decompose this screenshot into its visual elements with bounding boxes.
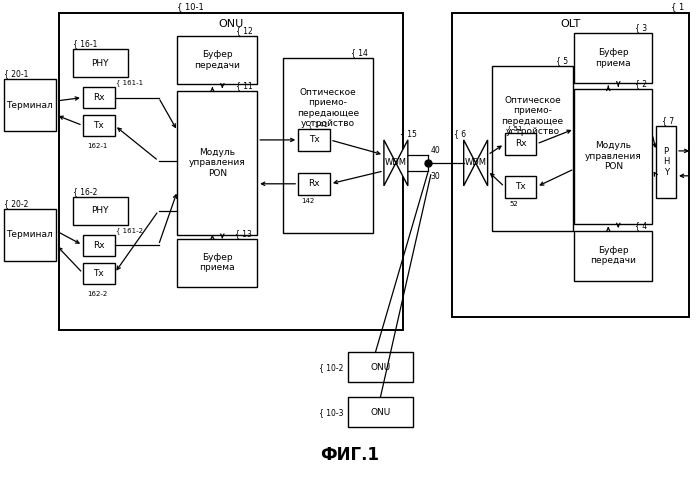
Text: Оптическое
приемо-
передающее
устройство: Оптическое приемо- передающее устройство — [501, 96, 563, 136]
Bar — [491, 66, 573, 231]
Text: Терминал: Терминал — [6, 230, 53, 239]
Text: 30: 30 — [431, 172, 440, 181]
Text: 52: 52 — [510, 201, 519, 207]
Text: { 16-1: { 16-1 — [73, 39, 97, 48]
Text: Rx: Rx — [308, 179, 320, 188]
Text: { 11: { 11 — [236, 81, 252, 90]
Text: Rx: Rx — [514, 140, 526, 148]
Bar — [452, 13, 689, 317]
Bar — [298, 129, 330, 151]
Text: Rx: Rx — [93, 240, 104, 250]
Text: Буфер
приема: Буфер приема — [596, 48, 631, 68]
Text: Tx: Tx — [93, 121, 104, 130]
Polygon shape — [463, 140, 475, 186]
Text: { 10-1: { 10-1 — [177, 2, 204, 11]
Text: P
H
Y: P H Y — [663, 147, 670, 177]
Bar — [4, 209, 56, 261]
Bar — [505, 133, 537, 155]
Text: { 20-1: { 20-1 — [4, 69, 29, 78]
Text: { 141: { 141 — [308, 121, 328, 128]
Bar — [59, 13, 403, 330]
Text: 162-2: 162-2 — [87, 291, 108, 296]
Text: { 7: { 7 — [662, 116, 674, 125]
Text: { 161-2: { 161-2 — [115, 227, 143, 234]
Text: ФИГ.1: ФИГ.1 — [321, 446, 380, 464]
Bar — [348, 352, 413, 382]
Text: { 6: { 6 — [454, 129, 466, 138]
Bar — [178, 239, 257, 286]
Bar — [283, 58, 373, 233]
Text: Tx: Tx — [309, 135, 319, 144]
Text: Rx: Rx — [93, 93, 104, 102]
Text: { 5: { 5 — [556, 56, 568, 65]
Text: OLT: OLT — [561, 19, 581, 29]
Text: { 13: { 13 — [236, 228, 252, 238]
Text: Tx: Tx — [93, 269, 104, 278]
Text: Терминал: Терминал — [6, 100, 53, 109]
Text: Модуль
управления
PON: Модуль управления PON — [585, 141, 642, 171]
Bar — [4, 79, 56, 131]
Bar — [82, 262, 115, 283]
Text: 142: 142 — [301, 198, 315, 204]
Text: 40: 40 — [431, 146, 440, 155]
Text: ONU: ONU — [218, 19, 243, 29]
Bar — [575, 89, 652, 224]
Text: Tx: Tx — [515, 182, 526, 191]
Bar — [178, 91, 257, 235]
Text: { 10-3: { 10-3 — [319, 408, 343, 417]
Text: { 2: { 2 — [635, 79, 647, 88]
Text: Буфер
приема: Буфер приема — [199, 253, 235, 272]
Text: PHY: PHY — [92, 59, 109, 67]
Text: ONU: ONU — [370, 408, 391, 417]
Text: { 161-1: { 161-1 — [115, 79, 143, 86]
Polygon shape — [475, 140, 488, 186]
Bar — [575, 33, 652, 83]
Bar — [82, 115, 115, 136]
Polygon shape — [396, 140, 408, 186]
Text: Оптическое
приемо-
передающее
устройство: Оптическое приемо- передающее устройство — [297, 88, 359, 128]
Text: { 14: { 14 — [351, 48, 368, 57]
Text: WDM: WDM — [465, 158, 487, 167]
Text: Модуль
управления
PON: Модуль управления PON — [189, 148, 246, 178]
Bar — [178, 36, 257, 84]
Text: { 16-2: { 16-2 — [73, 187, 97, 196]
Text: WDM: WDM — [385, 158, 407, 167]
Text: { 3: { 3 — [635, 23, 647, 32]
Text: { 20-2: { 20-2 — [4, 199, 29, 208]
Bar — [82, 87, 115, 108]
Text: { 4: { 4 — [635, 221, 647, 229]
Text: { 51: { 51 — [507, 125, 522, 132]
Polygon shape — [384, 140, 396, 186]
Text: ONU: ONU — [370, 363, 391, 372]
Bar — [656, 126, 676, 198]
Text: Буфер
передачи: Буфер передачи — [194, 51, 240, 70]
Text: 162-1: 162-1 — [87, 143, 108, 149]
Bar — [298, 173, 330, 195]
Bar — [575, 231, 652, 281]
Bar — [82, 235, 115, 256]
Bar — [505, 176, 537, 198]
Text: Буфер
передачи: Буфер передачи — [591, 246, 636, 265]
Bar — [73, 49, 128, 77]
Text: { 1: { 1 — [671, 2, 684, 11]
Text: { 15: { 15 — [400, 129, 417, 138]
Text: { 12: { 12 — [236, 26, 252, 35]
Text: PHY: PHY — [92, 206, 109, 215]
Bar — [73, 197, 128, 225]
Text: { 10-2: { 10-2 — [319, 363, 343, 372]
Bar — [348, 397, 413, 427]
